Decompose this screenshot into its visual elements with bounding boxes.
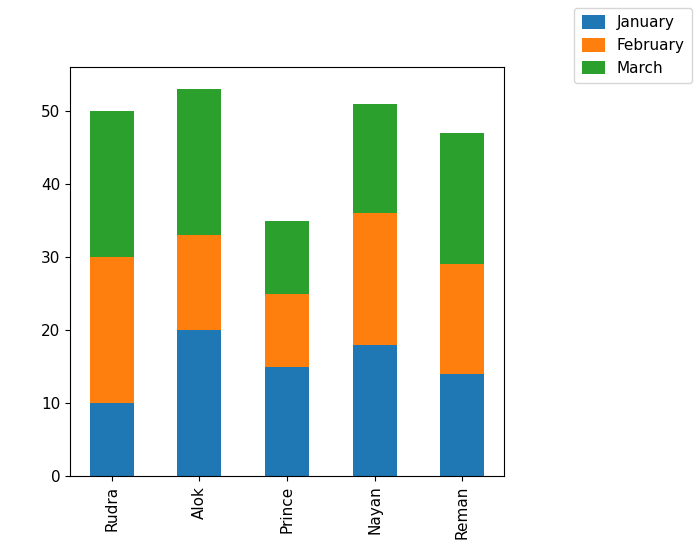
Bar [353, 344, 397, 476]
Bar [177, 235, 221, 330]
Bar [265, 221, 309, 293]
Bar [90, 403, 134, 476]
Bar [265, 293, 309, 366]
Legend: January, February, March: January, February, March [574, 8, 692, 83]
Bar [177, 89, 221, 235]
Bar [90, 257, 134, 403]
Bar [177, 330, 221, 476]
Bar [440, 133, 484, 264]
Bar [90, 111, 134, 257]
Bar [353, 213, 397, 344]
Bar [440, 374, 484, 476]
Bar [265, 366, 309, 476]
Bar [440, 264, 484, 374]
Bar [353, 104, 397, 213]
